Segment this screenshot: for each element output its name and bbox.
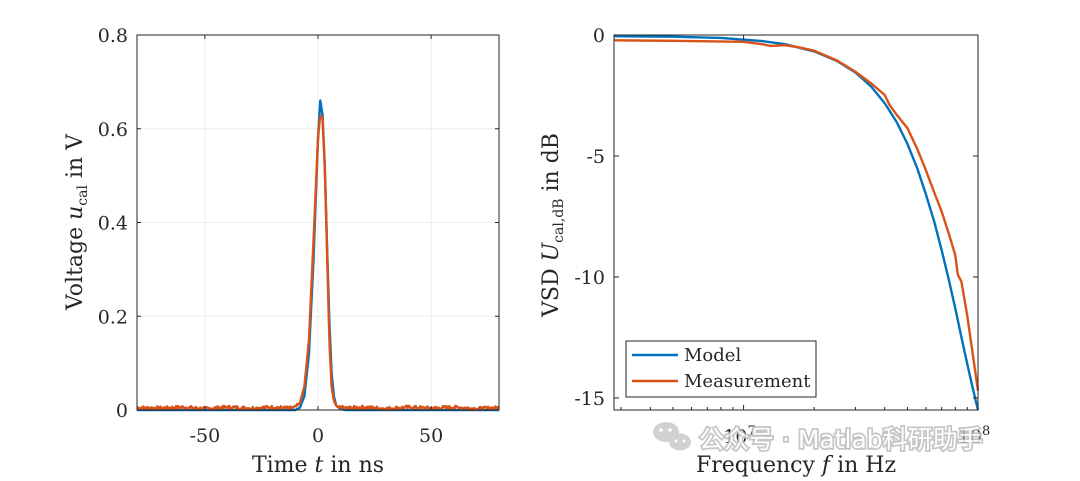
- time-domain-plot: -50 0 50 0 0.2 0.4 0.6 0.8 Time t in ns Voltage…: [63, 25, 500, 478]
- right-measurement-line: [613, 39, 980, 391]
- legend-model-label: Model: [684, 345, 741, 366]
- right-x-axis-label: Frequency f in Hz: [696, 453, 896, 478]
- right-y-tick-label: 0: [593, 25, 605, 47]
- right-y-tick-label: -5: [586, 146, 605, 168]
- right-axes-box: [613, 34, 979, 411]
- watermark-text: 公众号 · Matlab科研助手: [699, 425, 983, 454]
- left-x-tick-label: 50: [419, 425, 443, 447]
- left-x-tick-label: -50: [190, 425, 221, 447]
- legend: Model Measurement: [625, 340, 817, 398]
- left-x-axis-label: Time t in ns: [252, 453, 384, 478]
- right-x-tick-label: 107: [723, 424, 755, 448]
- right-model-line: [613, 35, 980, 411]
- left-y-tick-label: 0: [116, 400, 128, 422]
- legend-box: [625, 340, 817, 398]
- right-y-tick-label: -15: [574, 388, 605, 410]
- left-series: [136, 99, 500, 412]
- right-y-axis-label: VSD Ucal,dB in dB: [539, 133, 567, 318]
- left-x-tick-label: 0: [312, 425, 324, 447]
- left-y-tick-label: 0.4: [98, 213, 128, 235]
- left-y-axis-label: Voltage ucal in V: [63, 133, 91, 311]
- right-x-tick-label: 108: [958, 424, 990, 448]
- left-y-tick-label: 0.2: [98, 306, 128, 328]
- wechat-icon: [653, 422, 691, 451]
- left-y-tick-label: 0.8: [98, 25, 128, 47]
- right-ticks: 107 108 0 -5 -10 -15: [574, 25, 990, 448]
- right-series: [613, 35, 980, 411]
- right-y-tick-label: -10: [574, 267, 605, 289]
- legend-measurement-label: Measurement: [684, 371, 811, 392]
- left-y-tick-label: 0.6: [98, 119, 128, 141]
- left-ticks: -50 0 50 0 0.2 0.4 0.6 0.8: [98, 25, 499, 447]
- frequency-domain-plot: 107 108 0 -5 -10 -15 Frequency f in Hz VSD Uc…: [539, 25, 990, 478]
- left-measurement-line: [136, 114, 500, 412]
- watermark: 公众号 · Matlab科研助手: [653, 422, 984, 456]
